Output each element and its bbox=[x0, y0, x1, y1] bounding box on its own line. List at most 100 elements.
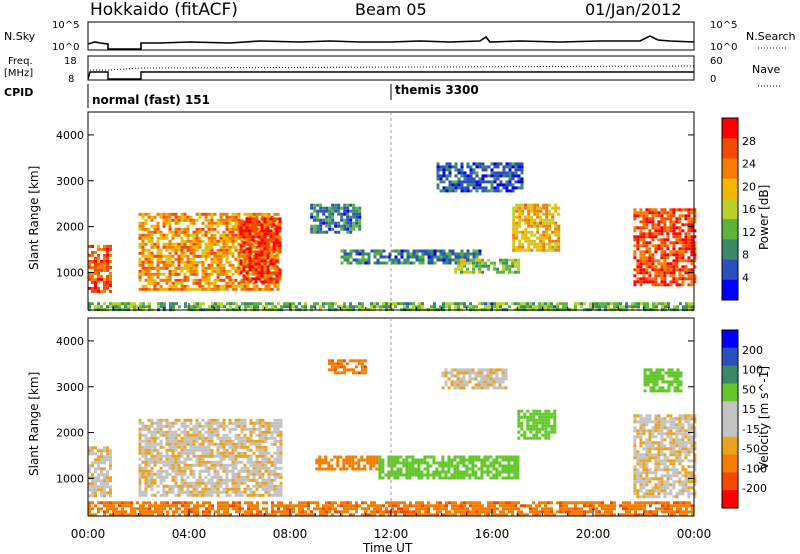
data-cell bbox=[663, 453, 667, 457]
data-cell bbox=[138, 445, 142, 449]
data-cell bbox=[245, 250, 249, 254]
data-cell bbox=[234, 257, 238, 261]
data-cell bbox=[493, 174, 497, 178]
data-cell bbox=[360, 362, 364, 366]
data-cell bbox=[523, 415, 527, 419]
data-cell bbox=[210, 272, 214, 276]
data-cell bbox=[237, 490, 241, 494]
data-cell bbox=[481, 174, 485, 178]
data-cell bbox=[207, 236, 211, 240]
data-cell bbox=[142, 305, 145, 309]
data-cell bbox=[475, 305, 478, 309]
data-cell bbox=[445, 168, 449, 172]
data-cell bbox=[243, 427, 247, 431]
data-cell bbox=[213, 487, 217, 491]
data-cell bbox=[267, 421, 271, 425]
data-cell bbox=[177, 487, 181, 491]
data-cell bbox=[648, 447, 652, 451]
data-cell bbox=[396, 458, 400, 462]
data-cell bbox=[271, 305, 274, 309]
data-cell bbox=[183, 278, 187, 282]
data-cell bbox=[222, 418, 226, 422]
data-cell bbox=[512, 236, 516, 240]
data-cell bbox=[328, 209, 332, 213]
data-cell bbox=[480, 473, 484, 477]
data-cell bbox=[657, 432, 661, 436]
data-cell bbox=[690, 283, 694, 287]
data-cell bbox=[174, 218, 178, 222]
data-cell bbox=[257, 223, 261, 227]
data-cell bbox=[349, 221, 353, 225]
data-cell bbox=[318, 461, 322, 465]
data-cell bbox=[657, 417, 661, 421]
data-cell bbox=[219, 257, 223, 261]
data-cell bbox=[97, 476, 100, 480]
data-cell bbox=[219, 424, 223, 428]
data-cell bbox=[435, 470, 439, 474]
data-cell bbox=[94, 467, 97, 471]
data-cell bbox=[177, 227, 181, 231]
data-cell bbox=[195, 212, 199, 216]
data-cell bbox=[201, 457, 205, 461]
data-cell bbox=[279, 451, 283, 455]
data-cell bbox=[402, 464, 406, 468]
data-cell bbox=[189, 260, 193, 264]
data-cell bbox=[651, 256, 655, 260]
data-cell bbox=[349, 203, 353, 207]
data-cell bbox=[186, 266, 190, 270]
data-cell bbox=[517, 267, 521, 271]
data-cell bbox=[250, 302, 253, 306]
data-cell bbox=[411, 464, 415, 468]
data-cell bbox=[340, 224, 344, 228]
data-cell bbox=[651, 211, 655, 215]
data-cell bbox=[159, 442, 163, 446]
data-cell bbox=[515, 221, 519, 225]
data-cell bbox=[100, 449, 103, 453]
data-cell bbox=[156, 272, 160, 276]
data-cell bbox=[678, 444, 682, 448]
data-cell bbox=[198, 421, 202, 425]
data-cell bbox=[486, 374, 490, 378]
data-cell bbox=[663, 420, 667, 424]
data-cell bbox=[263, 229, 267, 233]
data-cell bbox=[245, 247, 249, 251]
data-cell bbox=[684, 435, 688, 439]
data-cell bbox=[195, 427, 199, 431]
data-cell bbox=[551, 239, 555, 243]
data-cell bbox=[265, 305, 268, 309]
data-cell bbox=[189, 221, 193, 225]
data-cell bbox=[471, 368, 475, 372]
data-cell bbox=[210, 218, 214, 222]
data-cell bbox=[204, 493, 208, 497]
data-cell bbox=[502, 183, 506, 187]
data-cell bbox=[180, 448, 184, 452]
data-cell bbox=[493, 261, 497, 265]
data-cell bbox=[639, 426, 643, 430]
data-cell bbox=[504, 476, 508, 480]
data-cell bbox=[222, 230, 226, 234]
data-cell bbox=[266, 229, 270, 233]
data-cell bbox=[106, 449, 109, 453]
data-cell bbox=[678, 450, 682, 454]
data-cell bbox=[237, 242, 241, 246]
data-cell bbox=[220, 305, 223, 309]
data-cell bbox=[660, 486, 664, 490]
data-cell bbox=[264, 430, 268, 434]
data-cell bbox=[639, 477, 643, 481]
data-cell bbox=[186, 439, 190, 443]
data-cell bbox=[648, 468, 652, 472]
data-cell bbox=[198, 448, 202, 452]
data-cell bbox=[642, 426, 646, 430]
data-cell bbox=[195, 248, 199, 252]
data-cell bbox=[545, 212, 549, 216]
data-cell bbox=[441, 476, 445, 480]
data-cell bbox=[195, 487, 199, 491]
data-cell bbox=[551, 221, 555, 225]
data-cell bbox=[270, 478, 274, 482]
data-cell bbox=[141, 472, 145, 476]
data-cell bbox=[557, 239, 561, 243]
data-cell bbox=[239, 247, 243, 251]
data-cell bbox=[345, 368, 349, 372]
data-cell bbox=[237, 478, 241, 482]
data-cell bbox=[133, 302, 136, 306]
